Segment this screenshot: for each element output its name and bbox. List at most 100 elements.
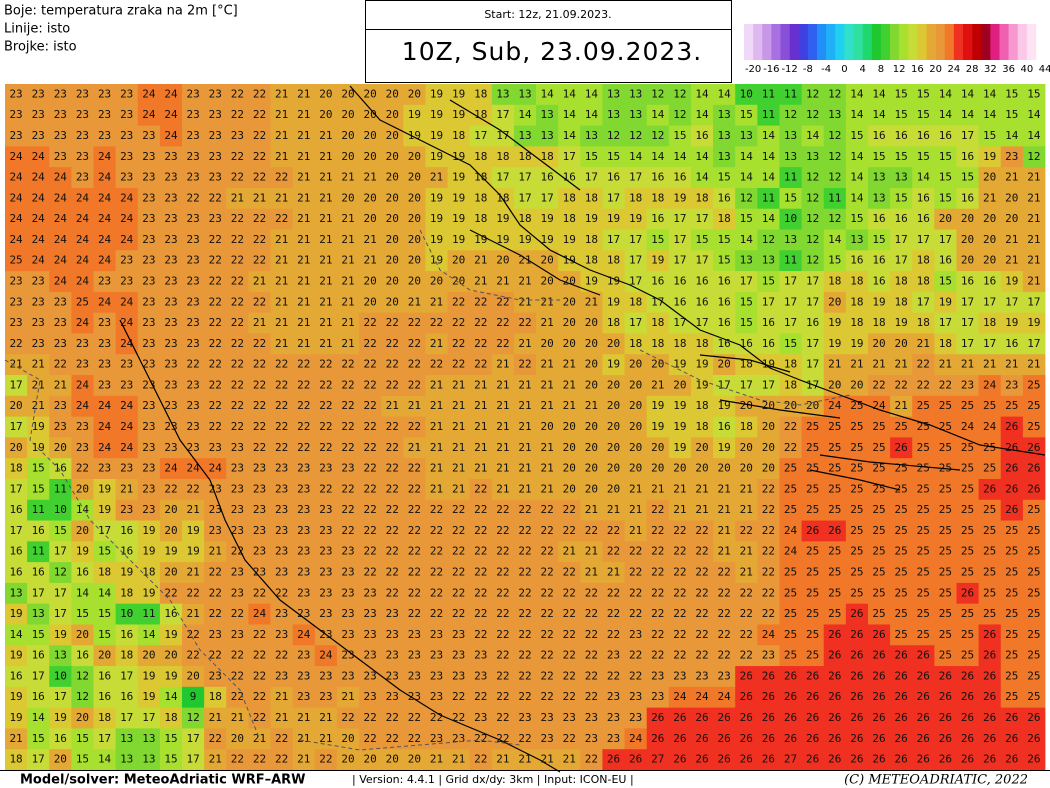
colorbar-swatch [744, 24, 754, 60]
temperature-label: 27 [784, 753, 797, 766]
temperature-label: 20 [607, 441, 620, 454]
temperature-cell [735, 312, 758, 334]
temperature-cell [513, 458, 537, 480]
temperature-label: 22 [718, 607, 731, 620]
temperature-label: 23 [297, 669, 310, 682]
temperature-label: 26 [895, 711, 908, 724]
temperature-cell [646, 229, 670, 251]
temperature-cell [49, 499, 72, 521]
temperature-cell [513, 582, 537, 605]
temperature-label: 15 [917, 108, 930, 121]
temperature-cell [71, 416, 94, 438]
temperature-cell [5, 603, 28, 625]
temperature-cell [779, 541, 802, 563]
temperature-cell [801, 291, 825, 314]
temperature-label: 23 [76, 358, 89, 371]
temperature-cell [580, 458, 603, 480]
temperature-label: 25 [828, 420, 841, 433]
temperature-label: 23 [120, 503, 133, 516]
temperature-cell [801, 104, 825, 126]
temperature-label: 25 [1027, 399, 1040, 412]
temperature-label: 22 [872, 378, 885, 391]
temperature-cell [1022, 167, 1046, 189]
temperature-label: 22 [474, 316, 487, 329]
temperature-cell [292, 478, 316, 501]
temperature-cell [558, 520, 581, 542]
temperature-label: 23 [452, 732, 465, 745]
temperature-label: 23 [164, 191, 177, 204]
temperature-label: 23 [76, 171, 89, 184]
temperature-label: 21 [341, 171, 354, 184]
temperature-cell [71, 354, 94, 376]
temperature-label: 22 [386, 316, 399, 329]
temperature-label: 25 [872, 607, 885, 620]
temperature-label: 24 [9, 150, 23, 163]
temperature-label: 24 [629, 732, 643, 745]
temperature-label: 24 [142, 108, 156, 121]
colorbar-swatch [862, 24, 873, 60]
temperature-label: 21 [297, 171, 310, 184]
temperature-cell [668, 291, 692, 314]
temperature-label: 23 [386, 607, 399, 620]
temperature-cell [978, 458, 1002, 480]
temperature-label: 25 [1005, 628, 1018, 641]
temperature-label: 20 [363, 295, 376, 308]
temperature-cell [425, 541, 448, 563]
temperature-label: 16 [120, 628, 133, 641]
temperature-label: 25 [983, 524, 996, 537]
temperature-cell [624, 478, 648, 501]
temperature-cell [801, 208, 825, 230]
temperature-label: 20 [363, 753, 376, 766]
temperature-cell [580, 416, 603, 438]
temperature-label: 16 [939, 254, 952, 267]
temperature-label: 19 [1005, 274, 1018, 287]
temperature-cell [690, 541, 714, 563]
temperature-label: 12 [76, 690, 89, 703]
temperature-label: 26 [961, 711, 974, 724]
temperature-label: 25 [1005, 566, 1018, 579]
temperature-label: 21 [430, 378, 443, 391]
temperature-label: 22 [363, 378, 376, 391]
temperature-label: 23 [98, 378, 111, 391]
temperature-cell [447, 208, 471, 230]
temperature-label: 26 [872, 711, 885, 724]
temperature-cell [159, 603, 183, 625]
temperature-label: 19 [430, 254, 443, 267]
temperature-cell [1000, 291, 1024, 314]
temperature-label: 23 [275, 628, 288, 641]
temperature-label: 23 [54, 420, 67, 433]
temperature-label: 16 [718, 420, 731, 433]
temperature-label: 26 [806, 711, 819, 724]
temperature-cell [314, 603, 338, 625]
temperature-label: 26 [828, 649, 841, 662]
temperature-cell [713, 520, 736, 542]
temperature-cell [801, 562, 825, 584]
temperature-cell [314, 354, 338, 376]
temperature-cell [1000, 167, 1024, 189]
temperature-label: 21 [297, 254, 310, 267]
temperature-label: 20 [408, 753, 421, 766]
temperature-cell [690, 416, 714, 438]
temperature-label: 23 [76, 420, 89, 433]
temperature-label: 26 [872, 628, 885, 641]
temperature-label: 26 [695, 711, 708, 724]
temperature-label: 22 [784, 420, 797, 433]
temperature-label: 18 [828, 274, 841, 287]
temperature-label: 21 [629, 503, 642, 516]
temperature-label: 19 [452, 150, 465, 163]
temperature-label: 26 [850, 711, 863, 724]
temperature-cell [336, 250, 360, 272]
temperature-label: 21 [231, 711, 244, 724]
temperature-label: 14 [142, 628, 156, 641]
temperature-label: 21 [275, 233, 288, 246]
temperature-label: 22 [408, 586, 421, 599]
temperature-cell [779, 146, 802, 168]
temperature-label: 16 [718, 274, 731, 287]
temperature-cell [314, 125, 338, 147]
temperature-cell [491, 375, 515, 397]
temperature-cell [137, 208, 161, 230]
temperature-label: 22 [253, 586, 266, 599]
temperature-cell [292, 437, 316, 459]
temperature-label: 12 [828, 171, 841, 184]
temperature-cell [204, 562, 227, 584]
